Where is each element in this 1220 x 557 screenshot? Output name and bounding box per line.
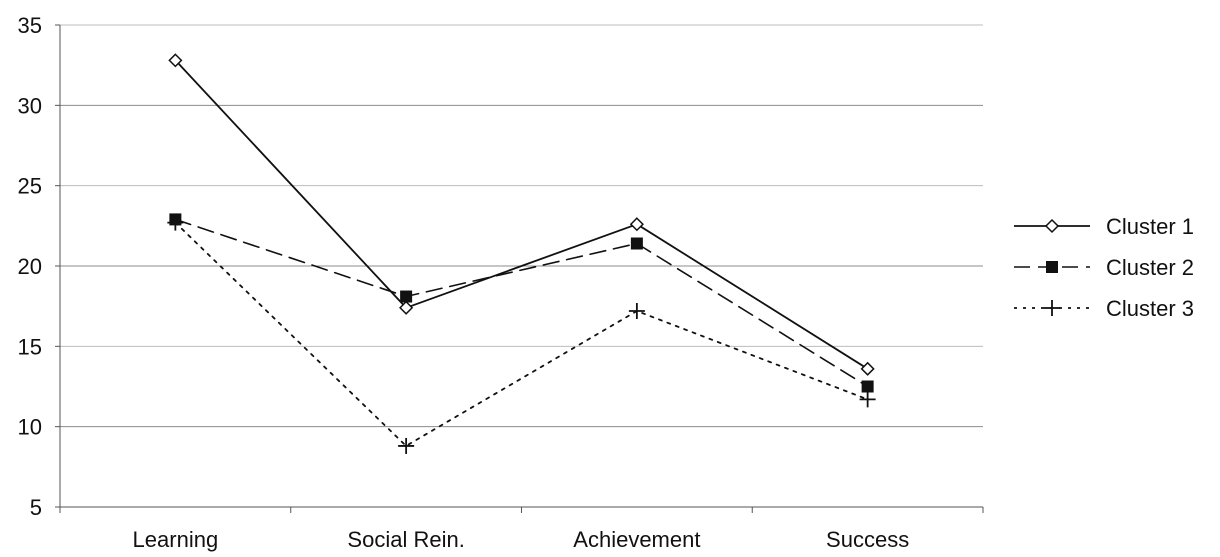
series-line-3 bbox=[174, 221, 869, 447]
y-tick-label: 35 bbox=[18, 13, 42, 38]
y-tick-label: 15 bbox=[18, 334, 42, 359]
legend-label: Cluster 2 bbox=[1106, 255, 1194, 280]
series-1-point bbox=[399, 300, 414, 315]
legend: Cluster 1 Cluster 2 Cluster 3 bbox=[1014, 214, 1194, 321]
legend-item-1: Cluster 1 bbox=[1014, 214, 1194, 239]
series-lines bbox=[174, 59, 869, 447]
y-tick-label: 5 bbox=[30, 495, 42, 520]
legend-label: Cluster 1 bbox=[1106, 214, 1194, 239]
legend-item-3: Cluster 3 bbox=[1014, 296, 1194, 321]
y-tick-label: 30 bbox=[18, 93, 42, 118]
x-tick-label: Success bbox=[826, 527, 909, 552]
x-tick-label: Achievement bbox=[573, 527, 700, 552]
series-3-point bbox=[398, 437, 415, 454]
x-tick-label: Learning bbox=[133, 527, 219, 552]
y-tick-label: 10 bbox=[18, 415, 42, 440]
y-tick-labels: 5 10 15 20 25 30 35 bbox=[18, 13, 42, 520]
legend-item-2: Cluster 2 bbox=[1014, 255, 1194, 280]
legend-label: Cluster 3 bbox=[1106, 296, 1194, 321]
x-tick-labels: Learning Social Rein. Achievement Success bbox=[133, 527, 910, 552]
y-tick-label: 20 bbox=[18, 254, 42, 279]
series-1-point bbox=[629, 217, 644, 232]
series-1-point bbox=[168, 53, 183, 68]
legend-marker bbox=[1044, 300, 1060, 316]
series-2-point bbox=[630, 237, 643, 250]
series-line-2 bbox=[174, 218, 869, 388]
series-markers bbox=[167, 53, 876, 454]
series-line-1 bbox=[174, 59, 869, 370]
axes bbox=[55, 24, 984, 513]
series-1-point bbox=[860, 361, 875, 376]
x-tick-label: Social Rein. bbox=[347, 527, 464, 552]
legend-marker bbox=[1044, 218, 1060, 234]
series-3-point bbox=[167, 214, 184, 231]
series-2-point bbox=[861, 380, 874, 393]
y-tick-label: 25 bbox=[18, 174, 42, 199]
series-2-point bbox=[400, 290, 413, 303]
series-3-point bbox=[859, 391, 876, 408]
legend-marker bbox=[1046, 261, 1058, 273]
series-3-point bbox=[628, 302, 645, 319]
